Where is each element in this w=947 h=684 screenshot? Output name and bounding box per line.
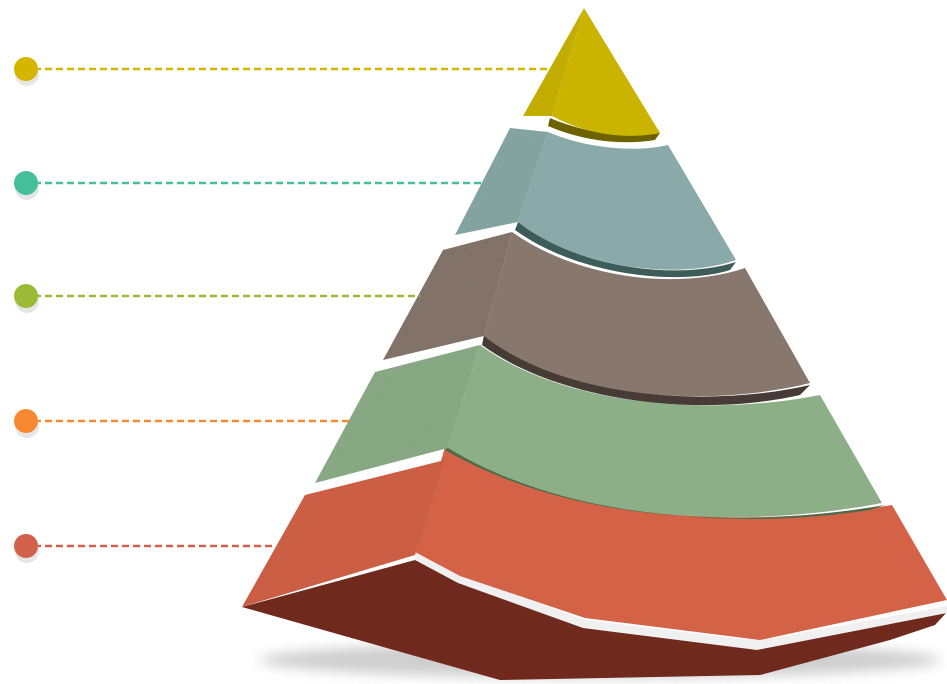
level-1-shadow — [548, 118, 660, 143]
level-2-side — [455, 128, 548, 235]
pyramid-level-2 — [455, 128, 736, 278]
leader-level-4 — [14, 409, 350, 438]
level-5-highlight — [415, 552, 947, 650]
marker-dot-1 — [14, 57, 38, 81]
pyramid-level-1 — [523, 8, 660, 143]
level-3-side — [383, 232, 512, 360]
level-1-front — [552, 8, 660, 136]
leader-lines — [14, 57, 550, 563]
marker-dot-2 — [14, 171, 38, 195]
level-3-shadow — [482, 335, 810, 406]
marker-dot-4 — [14, 409, 38, 433]
pyramid-level-5 — [242, 447, 947, 680]
level-5-side — [242, 460, 445, 607]
pyramid-level-4 — [315, 345, 885, 519]
marker-dot-5 — [14, 534, 38, 558]
leader-level-5 — [14, 534, 275, 563]
pyramid-level-3 — [383, 232, 810, 406]
level-3-front — [484, 232, 810, 397]
level-2-shadow — [515, 222, 736, 278]
marker-dot-3 — [14, 284, 38, 308]
level-4-front — [448, 345, 882, 518]
level-5-base — [242, 560, 947, 680]
level-2-front — [518, 132, 736, 270]
level-4-shadow — [445, 445, 885, 519]
level-4-side — [315, 345, 480, 483]
level-1-side — [523, 8, 584, 116]
leader-level-3 — [14, 284, 420, 313]
leader-level-2 — [14, 171, 485, 200]
level-5-front — [415, 447, 947, 640]
leader-level-1 — [14, 57, 550, 86]
